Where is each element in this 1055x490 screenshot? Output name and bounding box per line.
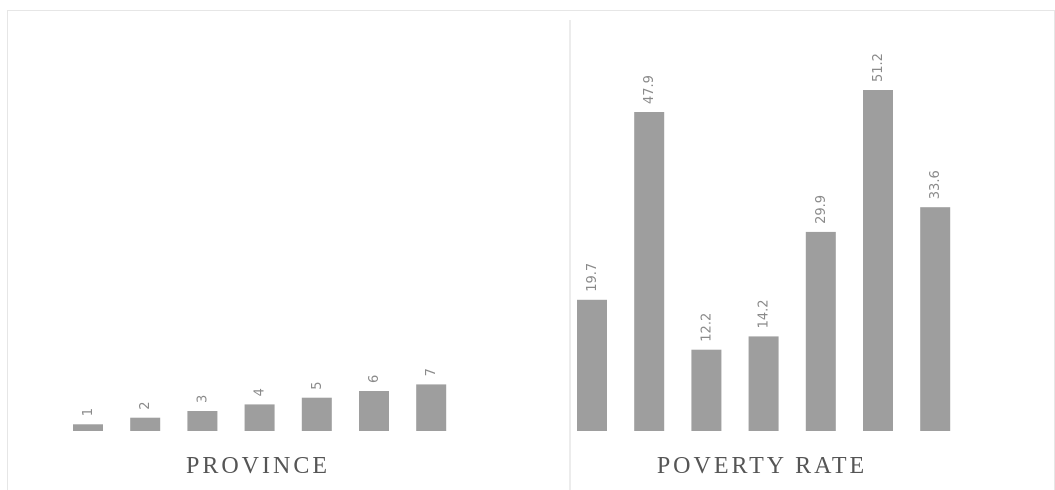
poverty-bar-7 xyxy=(920,207,951,431)
poverty-value-label-5: 29.9 xyxy=(814,195,829,224)
province-value-label-6: 6 xyxy=(367,375,382,383)
poverty-bar-3 xyxy=(691,349,722,431)
poverty-rate-axis-title: POVERTY RATE xyxy=(657,453,867,479)
poverty-rate-chart: 19.7 47.9 12.2 14.2 29.9 51.2 33.6 xyxy=(577,53,951,431)
poverty-value-label-2: 47.9 xyxy=(642,75,657,104)
province-bar-4 xyxy=(244,404,275,431)
poverty-bar-4 xyxy=(748,336,779,431)
province-bar-7 xyxy=(416,384,447,431)
province-value-label-2: 2 xyxy=(138,401,153,409)
poverty-value-label-7: 33.6 xyxy=(928,170,943,199)
province-chart: 1 2 3 4 5 6 7 xyxy=(73,368,447,431)
province-bar-6 xyxy=(359,391,389,431)
province-bar-1 xyxy=(73,424,103,431)
poverty-bar-2 xyxy=(634,112,665,431)
province-bar-3 xyxy=(187,411,218,431)
poverty-bar-5 xyxy=(805,231,836,431)
province-value-label-5: 5 xyxy=(310,381,325,389)
province-bar-2 xyxy=(130,417,161,431)
province-value-label-7: 7 xyxy=(424,368,439,376)
province-value-label-1: 1 xyxy=(81,408,96,416)
chart-frame xyxy=(7,10,1055,490)
poverty-value-label-4: 14.2 xyxy=(757,299,772,328)
poverty-value-label-6: 51.2 xyxy=(871,53,886,82)
poverty-value-label-1: 19.7 xyxy=(585,263,600,292)
poverty-bar-1 xyxy=(577,299,607,431)
poverty-value-label-3: 12.2 xyxy=(699,313,714,342)
poverty-bar-6 xyxy=(863,90,893,431)
province-value-label-3: 3 xyxy=(195,395,210,403)
province-axis-title: PROVINCE xyxy=(186,453,330,479)
province-bar-5 xyxy=(301,397,332,431)
province-value-label-4: 4 xyxy=(253,388,268,396)
